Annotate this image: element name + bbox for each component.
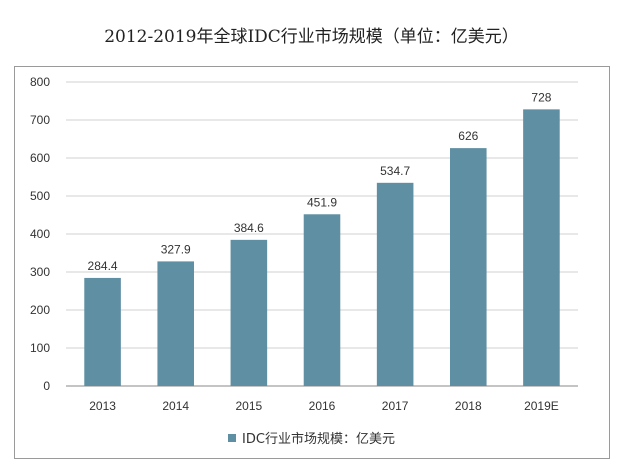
legend-swatch — [228, 434, 237, 442]
legend: IDC行业市场规模：亿美元 — [0, 428, 623, 447]
y-tick-label: 200 — [30, 303, 50, 317]
chart-title: 2012-2019年全球IDC行业市场规模（单位：亿美元） — [104, 27, 519, 47]
data-label: 327.9 — [161, 242, 191, 256]
y-tick-label: 100 — [30, 341, 50, 355]
legend-label: IDC行业市场规模：亿美元 — [242, 432, 395, 447]
data-label: 451.9 — [307, 195, 337, 209]
x-tick-label: 2019E — [524, 399, 559, 413]
x-tick-label: 2017 — [382, 399, 409, 413]
x-tick-label: 2015 — [236, 399, 263, 413]
y-tick-label: 0 — [43, 379, 50, 393]
bar — [157, 261, 194, 386]
x-tick-label: 2013 — [89, 399, 116, 413]
data-label: 284.4 — [88, 259, 118, 273]
y-tick-label: 300 — [30, 265, 50, 279]
x-tick-label: 2018 — [455, 399, 482, 413]
bar — [84, 277, 121, 386]
y-tick-label: 500 — [30, 189, 50, 203]
x-tick-label: 2014 — [162, 399, 189, 413]
data-label: 534.7 — [380, 164, 410, 178]
chart-frame — [14, 66, 610, 459]
bar — [450, 148, 487, 386]
y-tick-label: 700 — [30, 113, 50, 127]
data-label: 728 — [531, 90, 551, 104]
data-label: 626 — [458, 129, 478, 143]
y-tick-label: 600 — [30, 151, 50, 165]
y-tick-label: 400 — [30, 227, 50, 241]
bar — [303, 214, 341, 386]
y-tick-label: 800 — [30, 75, 50, 89]
bar — [376, 182, 414, 386]
bar — [230, 239, 268, 386]
x-tick-label: 2016 — [309, 399, 336, 413]
bar — [523, 109, 560, 387]
data-label: 384.6 — [234, 221, 264, 235]
